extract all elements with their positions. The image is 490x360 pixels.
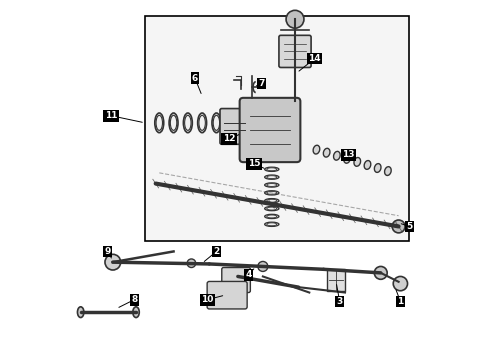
Ellipse shape (267, 207, 277, 210)
Circle shape (392, 220, 405, 233)
Circle shape (393, 276, 408, 291)
Text: 3: 3 (337, 297, 343, 306)
Text: 15: 15 (247, 159, 260, 168)
Text: 5: 5 (406, 222, 413, 231)
Ellipse shape (77, 307, 84, 318)
Ellipse shape (169, 113, 178, 133)
FancyBboxPatch shape (240, 98, 300, 162)
Text: 6: 6 (192, 74, 198, 83)
Circle shape (187, 259, 196, 267)
Ellipse shape (334, 151, 340, 160)
Circle shape (105, 254, 121, 270)
Text: 9: 9 (104, 247, 111, 256)
Ellipse shape (265, 214, 279, 219)
FancyBboxPatch shape (279, 35, 311, 67)
Ellipse shape (267, 199, 277, 202)
Ellipse shape (156, 115, 163, 130)
Bar (145, 16, 409, 241)
Text: 4: 4 (245, 270, 252, 279)
Text: 13: 13 (343, 150, 355, 159)
Ellipse shape (313, 145, 320, 154)
FancyBboxPatch shape (220, 109, 248, 144)
FancyBboxPatch shape (207, 282, 247, 309)
Ellipse shape (267, 184, 277, 186)
Text: 10: 10 (201, 295, 214, 304)
Ellipse shape (213, 115, 220, 130)
Ellipse shape (265, 206, 279, 211)
Ellipse shape (354, 157, 361, 166)
Ellipse shape (267, 168, 277, 171)
Ellipse shape (199, 115, 205, 130)
Text: 8: 8 (131, 295, 137, 304)
Ellipse shape (267, 223, 277, 226)
Ellipse shape (265, 222, 279, 226)
Circle shape (258, 261, 268, 271)
Bar (327, 269, 345, 291)
Ellipse shape (133, 307, 139, 318)
Ellipse shape (374, 163, 381, 172)
Ellipse shape (265, 191, 279, 195)
Ellipse shape (323, 148, 330, 157)
Ellipse shape (267, 192, 277, 194)
Circle shape (374, 266, 387, 279)
Ellipse shape (265, 167, 279, 171)
Ellipse shape (183, 113, 192, 133)
Ellipse shape (197, 113, 207, 133)
Ellipse shape (267, 215, 277, 218)
Ellipse shape (171, 115, 177, 130)
FancyBboxPatch shape (222, 267, 250, 293)
Text: 2: 2 (213, 247, 220, 256)
Text: 1: 1 (397, 297, 404, 306)
Text: 12: 12 (222, 134, 235, 143)
Ellipse shape (185, 115, 191, 130)
Text: 7: 7 (258, 79, 264, 88)
Text: 11: 11 (105, 111, 117, 120)
Ellipse shape (385, 167, 391, 175)
Text: 14: 14 (308, 54, 321, 63)
Ellipse shape (265, 183, 279, 187)
Ellipse shape (155, 113, 164, 133)
Ellipse shape (212, 113, 221, 133)
Ellipse shape (344, 154, 350, 163)
Circle shape (286, 10, 304, 28)
Ellipse shape (267, 176, 277, 179)
Ellipse shape (265, 199, 279, 203)
Ellipse shape (364, 161, 371, 169)
Ellipse shape (265, 175, 279, 179)
